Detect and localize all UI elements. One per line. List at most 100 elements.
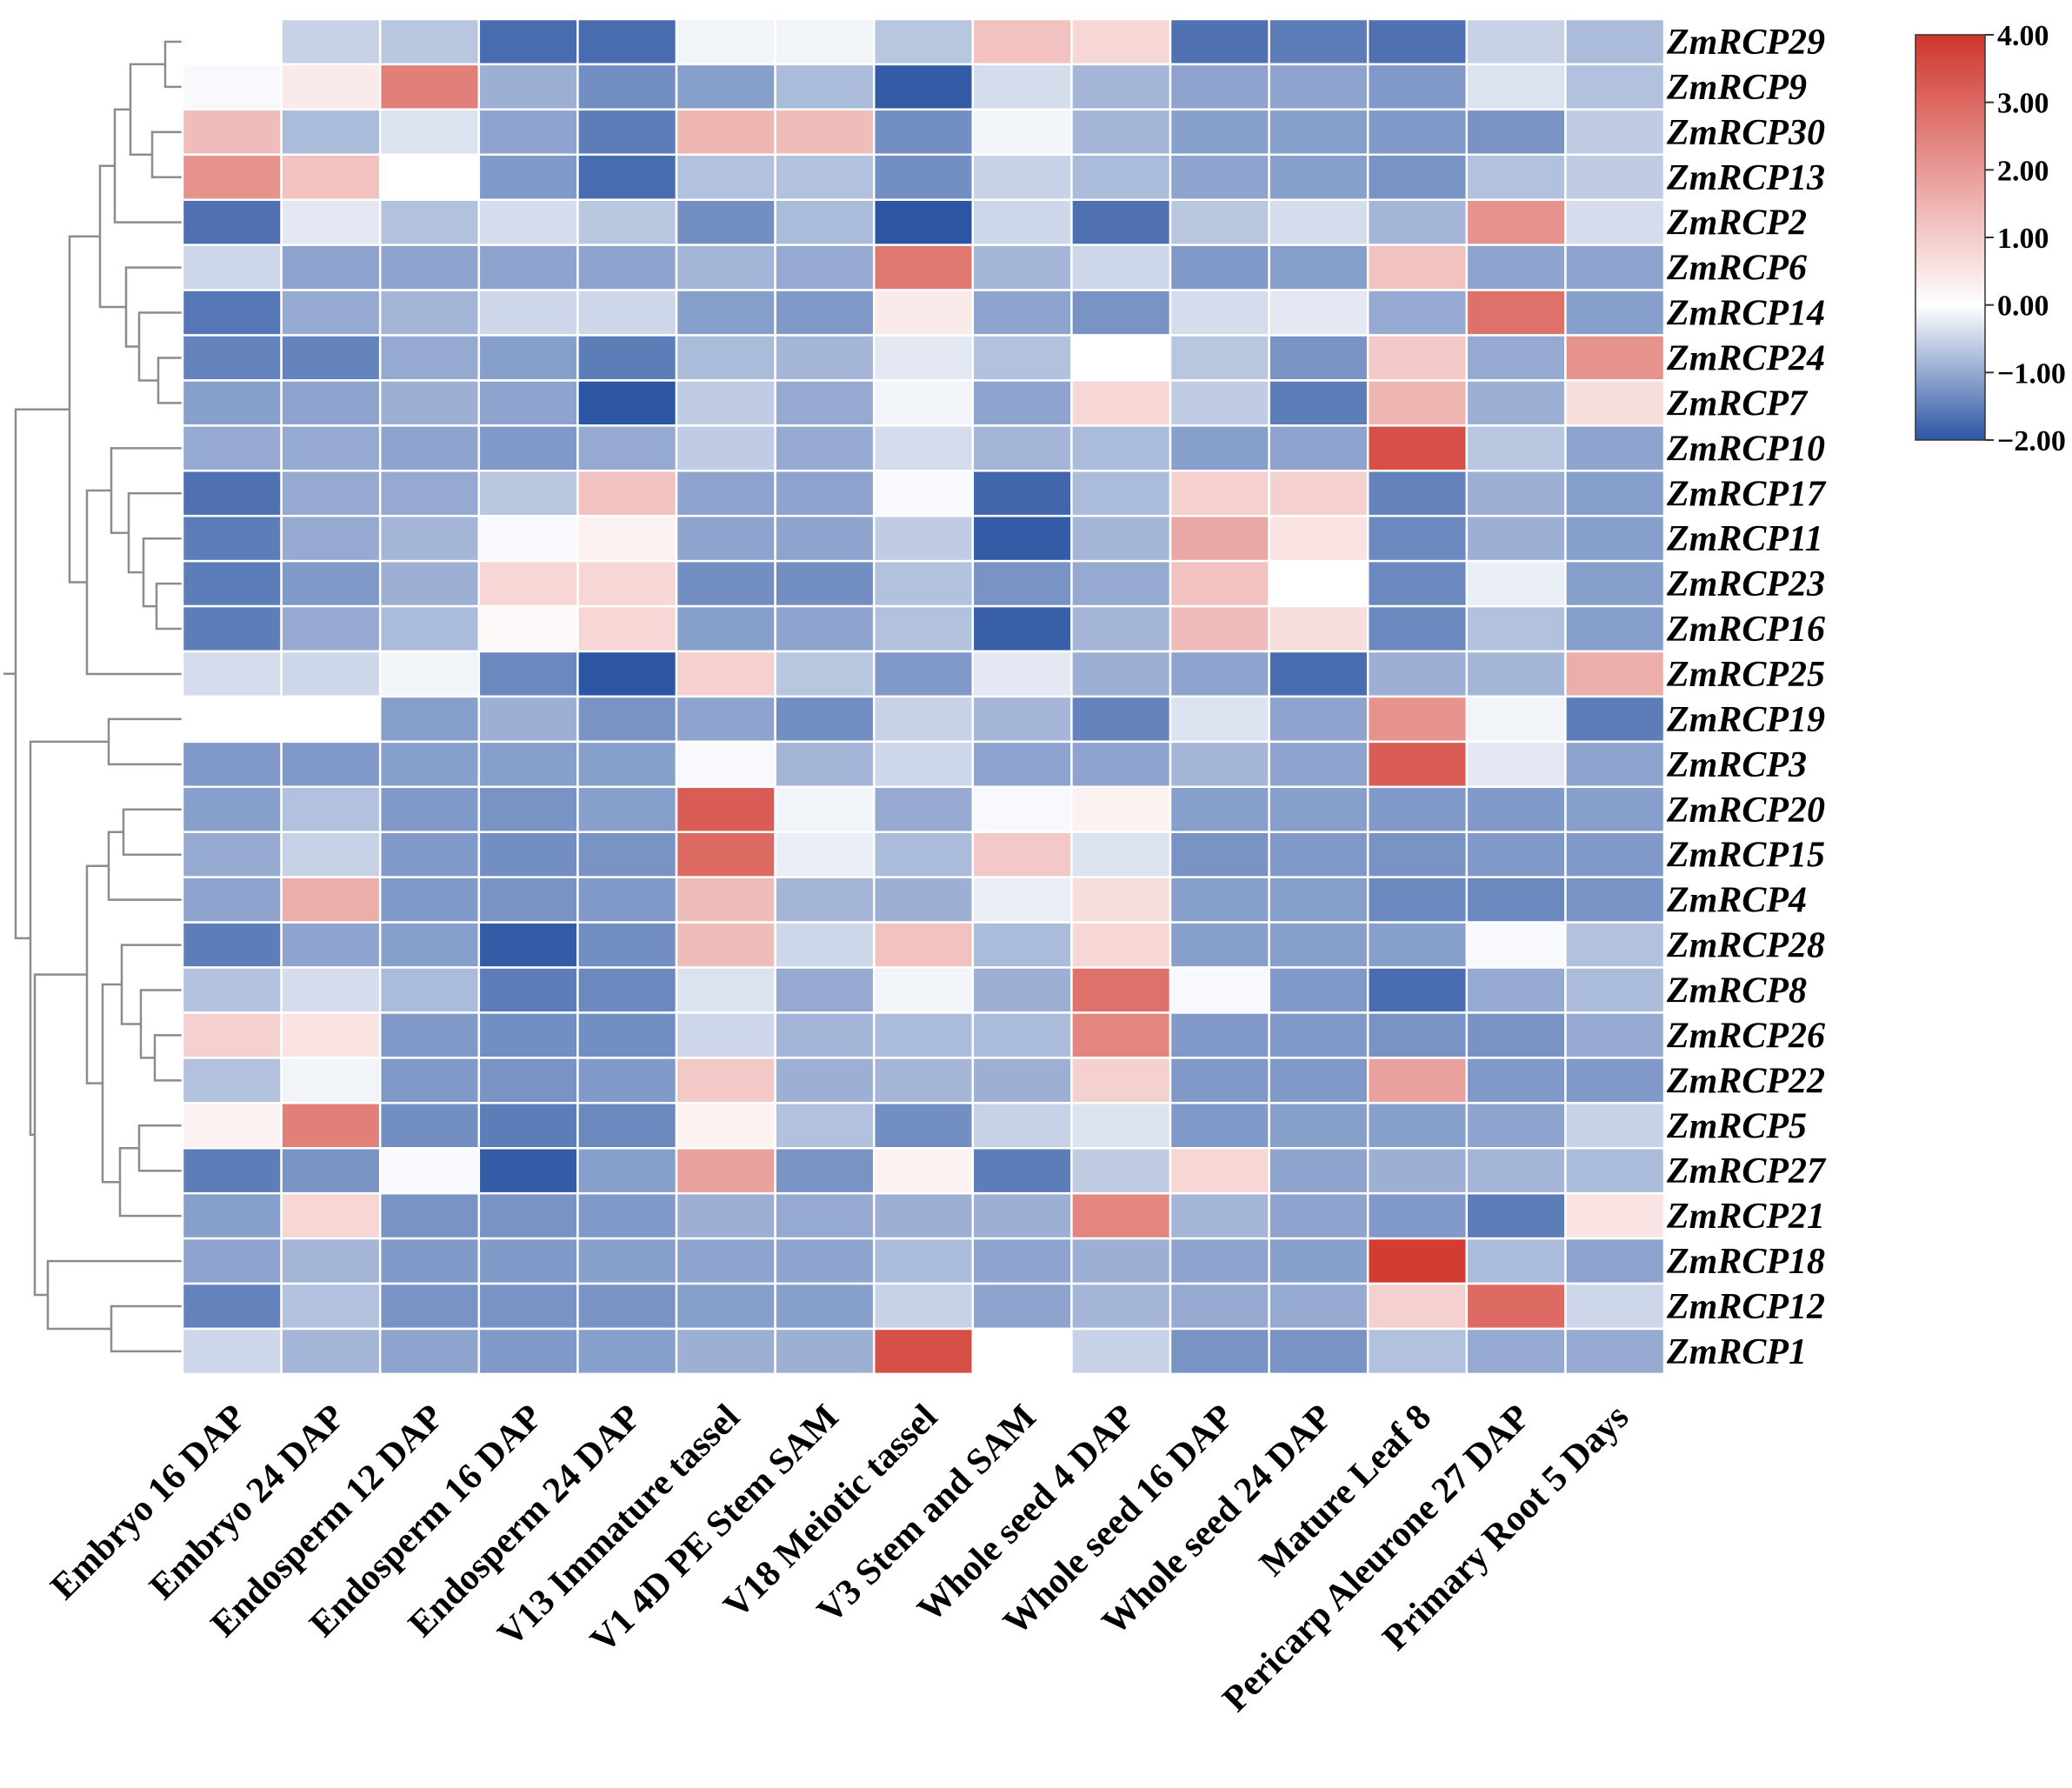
heatmap-cell — [971, 785, 1073, 833]
heatmap-cell — [971, 470, 1073, 517]
heatmap-cell — [971, 334, 1073, 382]
dendrogram-branch — [110, 447, 183, 534]
heatmap-cell — [378, 921, 481, 969]
heatmap-cell — [280, 1237, 382, 1285]
heatmap-cell — [971, 198, 1073, 246]
heatmap-cell — [280, 108, 382, 157]
heatmap-cell — [774, 1237, 876, 1285]
heatmap-cell — [1169, 334, 1270, 382]
heatmap-cell — [971, 966, 1073, 1014]
heatmap-cell — [1564, 785, 1666, 833]
heatmap-cell — [774, 514, 876, 563]
heatmap-cell — [1366, 921, 1469, 969]
dendrogram-branch — [110, 1304, 183, 1353]
heatmap-cell — [1169, 604, 1270, 653]
heatmap-cell — [1268, 514, 1369, 563]
dendrogram-branch — [85, 864, 109, 1084]
heatmap-cell — [1465, 244, 1567, 291]
heatmap-cell — [774, 1102, 876, 1150]
heatmap-cell — [1169, 1147, 1270, 1195]
heatmap-cell — [280, 559, 382, 608]
row-label: ZmRCP29 — [1666, 23, 1825, 63]
heatmap-cell — [280, 244, 382, 291]
heatmap-cell — [378, 876, 481, 924]
heatmap-cell — [181, 470, 283, 517]
heatmap-cell — [477, 1057, 579, 1104]
dendrogram-branch — [129, 63, 165, 157]
heatmap-cell — [971, 153, 1073, 201]
heatmap-cell — [1564, 1057, 1666, 1104]
heatmap-cell — [1070, 1011, 1172, 1059]
heatmap-cell — [1070, 244, 1172, 291]
heatmap-cell — [477, 1237, 579, 1285]
heatmap-cell — [477, 695, 579, 744]
row-labels: ZmRCP29 ZmRCP9 ZmRCP30 ZmRCP13 ZmRCP2 ZmRCP6 Z… — [1666, 23, 1827, 1372]
heatmap-cell — [872, 1237, 975, 1285]
dendrogram-branch — [107, 717, 183, 766]
heatmap-cell — [1465, 1327, 1567, 1376]
row-label: ZmRCP5 — [1666, 1106, 1807, 1146]
heatmap-cell — [477, 334, 579, 382]
heatmap-cell — [1564, 1282, 1666, 1331]
heatmap-cell — [1465, 334, 1567, 382]
heatmap-cell — [774, 17, 876, 66]
heatmap-cell — [971, 1282, 1073, 1331]
heatmap-cell — [1465, 1057, 1567, 1104]
heatmap-cell — [675, 559, 776, 608]
heatmap-cell — [675, 17, 776, 66]
heatmap-cell — [1268, 1011, 1369, 1059]
heatmap-cell — [872, 876, 975, 924]
heatmap-cell — [378, 1011, 481, 1059]
heatmap-cell — [477, 1011, 579, 1059]
heatmap-cell — [280, 470, 382, 517]
heatmap-cell — [181, 1237, 283, 1285]
heatmap-cell — [1564, 831, 1666, 878]
heatmap-cell — [872, 1147, 975, 1195]
heatmap-cell — [477, 876, 579, 924]
heatmap-cell — [280, 876, 382, 924]
heatmap-cell — [1070, 921, 1172, 969]
heatmap-cell — [378, 695, 481, 744]
heatmap-cell — [1169, 785, 1270, 833]
heatmap-cell — [675, 740, 776, 789]
heatmap-cell — [872, 831, 975, 878]
heatmap-cell — [872, 1011, 975, 1059]
color-legend-tick-label: 2.00 — [1997, 155, 2049, 187]
heatmap-cell — [378, 379, 481, 427]
heatmap-cell — [378, 1237, 481, 1285]
heatmap-cell — [1564, 695, 1666, 744]
heatmap-cell — [971, 1011, 1073, 1059]
heatmap-cell — [378, 1282, 481, 1331]
heatmap-cell — [971, 921, 1073, 969]
heatmap-cell — [971, 17, 1073, 66]
heatmap-cell — [774, 785, 876, 833]
row-label: ZmRCP24 — [1666, 338, 1825, 378]
heatmap-cell — [280, 695, 382, 744]
heatmap-cell — [181, 63, 283, 111]
heatmap-cell — [181, 334, 283, 382]
heatmap-cell — [477, 1282, 579, 1331]
heatmap-cell — [1564, 289, 1666, 337]
heatmap-cell — [181, 740, 283, 789]
heatmap-cell — [1564, 966, 1666, 1014]
heatmap-cell — [1169, 695, 1270, 744]
heatmap-cell — [774, 650, 876, 698]
heatmap-cell — [1366, 379, 1469, 427]
heatmap-cell — [971, 1057, 1073, 1104]
dendrogram-branch — [29, 740, 109, 1137]
heatmap-cell — [1268, 63, 1369, 111]
heatmap-cell — [675, 334, 776, 382]
heatmap-cell — [1366, 604, 1469, 653]
heatmap-cell — [1366, 289, 1469, 337]
dendrogram-branch — [150, 130, 183, 179]
heatmap-cell — [1366, 785, 1469, 833]
heatmap-cell — [971, 244, 1073, 291]
heatmap-cell — [971, 1237, 1073, 1285]
row-label: ZmRCP27 — [1666, 1151, 1827, 1191]
heatmap-cell — [378, 424, 481, 472]
heatmap-cell — [477, 424, 579, 472]
heatmap-cell — [1070, 876, 1172, 924]
heatmap-cell — [280, 785, 382, 833]
dendrogram-branch — [137, 1124, 183, 1172]
dendrogram-branch — [155, 582, 183, 630]
